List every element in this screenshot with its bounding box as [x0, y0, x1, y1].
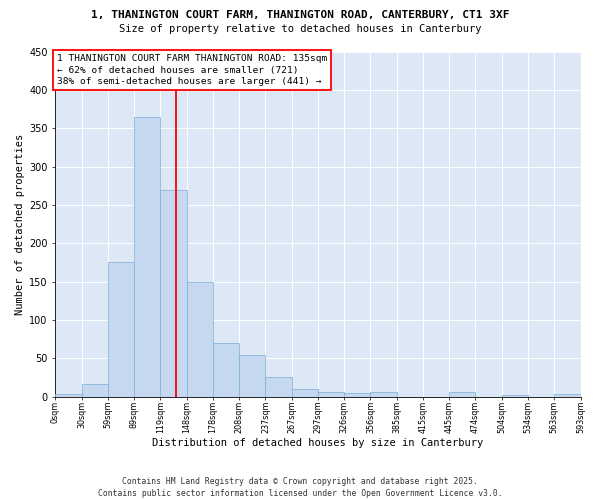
Bar: [344, 392, 370, 396]
Bar: [318, 392, 344, 396]
Bar: [449, 392, 475, 396]
Bar: [160, 190, 187, 396]
Bar: [554, 394, 581, 396]
Y-axis label: Number of detached properties: Number of detached properties: [15, 134, 25, 314]
Bar: [108, 262, 134, 396]
Bar: [502, 395, 528, 396]
Bar: [370, 392, 397, 396]
Bar: [213, 343, 239, 396]
Text: Contains HM Land Registry data © Crown copyright and database right 2025.
Contai: Contains HM Land Registry data © Crown c…: [98, 476, 502, 498]
Bar: [239, 355, 265, 397]
Text: Size of property relative to detached houses in Canterbury: Size of property relative to detached ho…: [119, 24, 481, 34]
Bar: [55, 394, 82, 396]
Bar: [82, 384, 108, 396]
X-axis label: Distribution of detached houses by size in Canterbury: Distribution of detached houses by size …: [152, 438, 484, 448]
Bar: [187, 282, 213, 397]
Text: 1 THANINGTON COURT FARM THANINGTON ROAD: 135sqm
← 62% of detached houses are sma: 1 THANINGTON COURT FARM THANINGTON ROAD:…: [57, 54, 328, 86]
Bar: [134, 116, 160, 396]
Bar: [265, 378, 292, 396]
Text: 1, THANINGTON COURT FARM, THANINGTON ROAD, CANTERBURY, CT1 3XF: 1, THANINGTON COURT FARM, THANINGTON ROA…: [91, 10, 509, 20]
Bar: [292, 389, 318, 396]
